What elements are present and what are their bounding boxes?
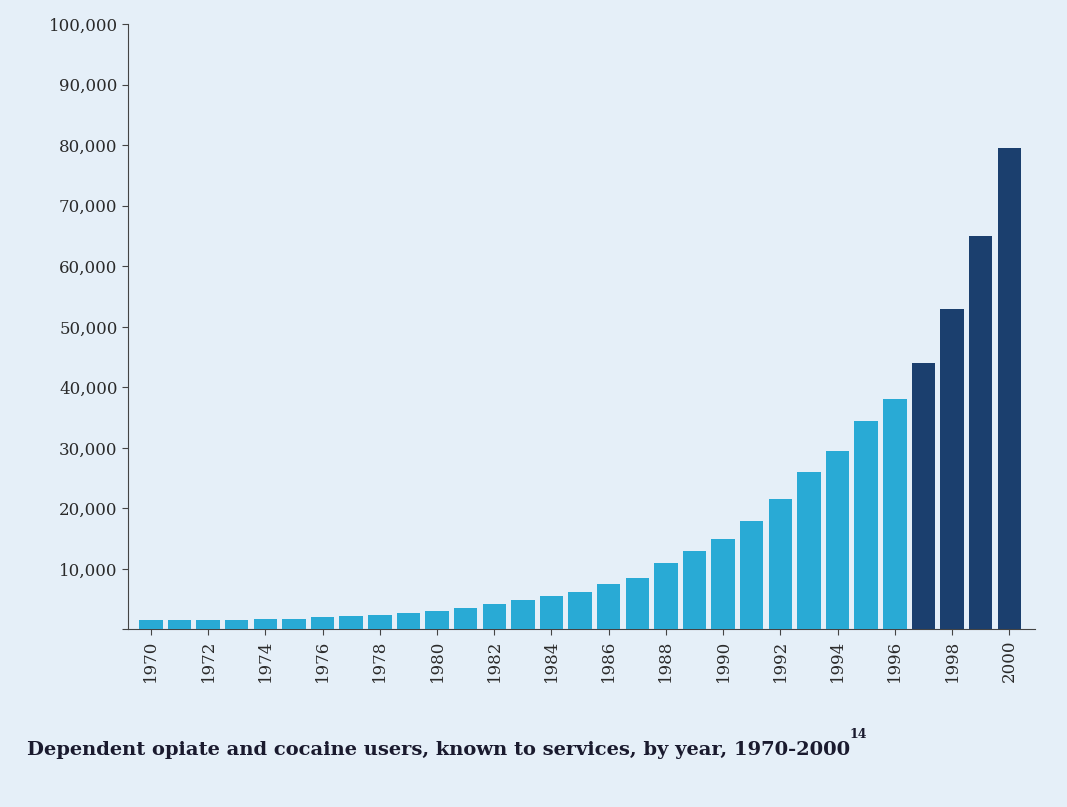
Bar	[596, 584, 620, 629]
Bar	[940, 308, 964, 629]
Bar	[797, 472, 821, 629]
Bar	[826, 451, 849, 629]
Text: Dependent opiate and cocaine users, known to services, by year, 1970-2000: Dependent opiate and cocaine users, know…	[27, 741, 849, 759]
Bar	[998, 148, 1021, 629]
Bar	[482, 604, 506, 629]
Bar	[768, 500, 792, 629]
Bar	[139, 621, 162, 629]
Bar	[969, 236, 992, 629]
Bar	[310, 617, 334, 629]
Bar	[283, 618, 306, 629]
Bar	[168, 620, 191, 629]
Bar	[625, 578, 649, 629]
Bar	[254, 619, 277, 629]
Bar	[654, 563, 678, 629]
Bar	[911, 363, 935, 629]
Bar	[368, 615, 392, 629]
Bar	[426, 612, 449, 629]
Bar	[196, 620, 220, 629]
Bar	[540, 596, 563, 629]
Bar	[453, 608, 477, 629]
Bar	[683, 551, 706, 629]
Bar	[883, 399, 907, 629]
Bar	[855, 420, 878, 629]
Bar	[712, 539, 735, 629]
Bar	[511, 600, 535, 629]
Bar	[740, 521, 764, 629]
Bar	[339, 617, 363, 629]
Bar	[397, 613, 420, 629]
Text: 14: 14	[849, 728, 867, 741]
Bar	[569, 592, 592, 629]
Bar	[225, 621, 249, 629]
